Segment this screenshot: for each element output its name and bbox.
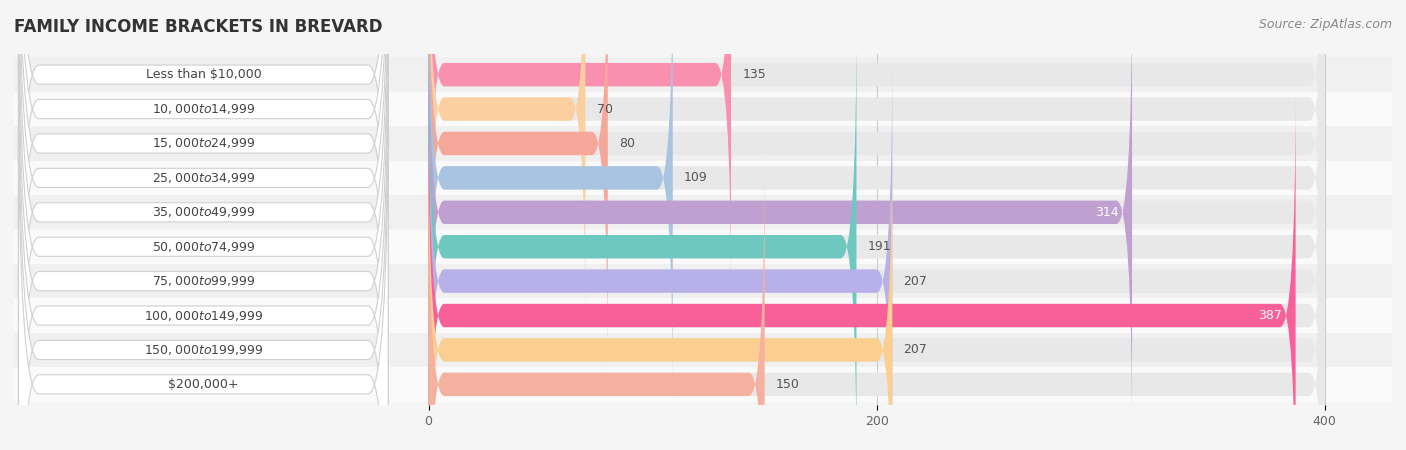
FancyBboxPatch shape — [429, 0, 1324, 304]
FancyBboxPatch shape — [429, 0, 1324, 441]
Text: FAMILY INCOME BRACKETS IN BREVARD: FAMILY INCOME BRACKETS IN BREVARD — [14, 18, 382, 36]
FancyBboxPatch shape — [18, 0, 388, 450]
Bar — [14, 58, 1392, 92]
Text: 109: 109 — [683, 171, 707, 184]
Text: 207: 207 — [904, 343, 928, 356]
Text: 314: 314 — [1095, 206, 1119, 219]
FancyBboxPatch shape — [18, 50, 388, 450]
FancyBboxPatch shape — [429, 18, 856, 450]
Bar — [14, 367, 1392, 401]
Text: 80: 80 — [619, 137, 636, 150]
Bar — [14, 126, 1392, 161]
Text: $50,000 to $74,999: $50,000 to $74,999 — [152, 240, 254, 254]
FancyBboxPatch shape — [429, 0, 1324, 407]
Text: 150: 150 — [776, 378, 800, 391]
Text: 70: 70 — [596, 103, 613, 116]
Text: 387: 387 — [1258, 309, 1282, 322]
FancyBboxPatch shape — [429, 0, 1324, 373]
FancyBboxPatch shape — [18, 0, 388, 375]
FancyBboxPatch shape — [18, 84, 388, 450]
FancyBboxPatch shape — [429, 121, 1324, 450]
FancyBboxPatch shape — [18, 0, 388, 409]
Text: 191: 191 — [868, 240, 891, 253]
Bar — [14, 264, 1392, 298]
FancyBboxPatch shape — [18, 0, 388, 450]
Text: $75,000 to $99,999: $75,000 to $99,999 — [152, 274, 254, 288]
FancyBboxPatch shape — [429, 0, 731, 304]
Text: $15,000 to $24,999: $15,000 to $24,999 — [152, 136, 254, 150]
Text: $10,000 to $14,999: $10,000 to $14,999 — [152, 102, 254, 116]
FancyBboxPatch shape — [18, 15, 388, 450]
FancyBboxPatch shape — [18, 0, 388, 450]
FancyBboxPatch shape — [429, 52, 893, 450]
FancyBboxPatch shape — [429, 155, 1324, 450]
Bar — [14, 195, 1392, 230]
Bar — [14, 298, 1392, 333]
Text: 207: 207 — [904, 274, 928, 288]
Text: $35,000 to $49,999: $35,000 to $49,999 — [152, 205, 254, 219]
FancyBboxPatch shape — [18, 0, 388, 444]
Bar — [14, 161, 1392, 195]
Text: Less than $10,000: Less than $10,000 — [145, 68, 262, 81]
Text: $25,000 to $34,999: $25,000 to $34,999 — [152, 171, 254, 185]
Text: $200,000+: $200,000+ — [169, 378, 239, 391]
FancyBboxPatch shape — [429, 0, 672, 407]
FancyBboxPatch shape — [429, 155, 765, 450]
FancyBboxPatch shape — [429, 52, 1324, 450]
FancyBboxPatch shape — [429, 86, 1295, 450]
FancyBboxPatch shape — [429, 0, 1132, 441]
FancyBboxPatch shape — [429, 0, 585, 338]
Text: Source: ZipAtlas.com: Source: ZipAtlas.com — [1258, 18, 1392, 31]
Text: $150,000 to $199,999: $150,000 to $199,999 — [143, 343, 263, 357]
Bar — [14, 92, 1392, 126]
Bar — [14, 230, 1392, 264]
FancyBboxPatch shape — [18, 0, 388, 450]
FancyBboxPatch shape — [429, 121, 893, 450]
FancyBboxPatch shape — [429, 0, 607, 373]
Bar — [14, 333, 1392, 367]
FancyBboxPatch shape — [429, 18, 1324, 450]
FancyBboxPatch shape — [429, 86, 1324, 450]
FancyBboxPatch shape — [429, 0, 1324, 338]
Text: 135: 135 — [742, 68, 766, 81]
Text: $100,000 to $149,999: $100,000 to $149,999 — [143, 309, 263, 323]
